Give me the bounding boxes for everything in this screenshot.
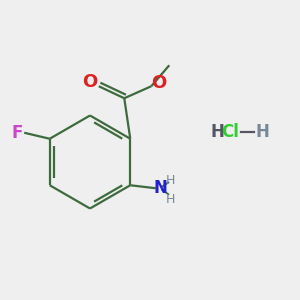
Text: Cl: Cl	[221, 123, 239, 141]
Text: H: H	[210, 123, 224, 141]
Text: F: F	[11, 124, 22, 142]
Text: O: O	[82, 73, 98, 91]
Text: H: H	[166, 193, 176, 206]
Text: H: H	[256, 123, 269, 141]
Text: N: N	[153, 179, 167, 197]
Text: O: O	[151, 74, 166, 92]
Text: H: H	[166, 174, 176, 187]
